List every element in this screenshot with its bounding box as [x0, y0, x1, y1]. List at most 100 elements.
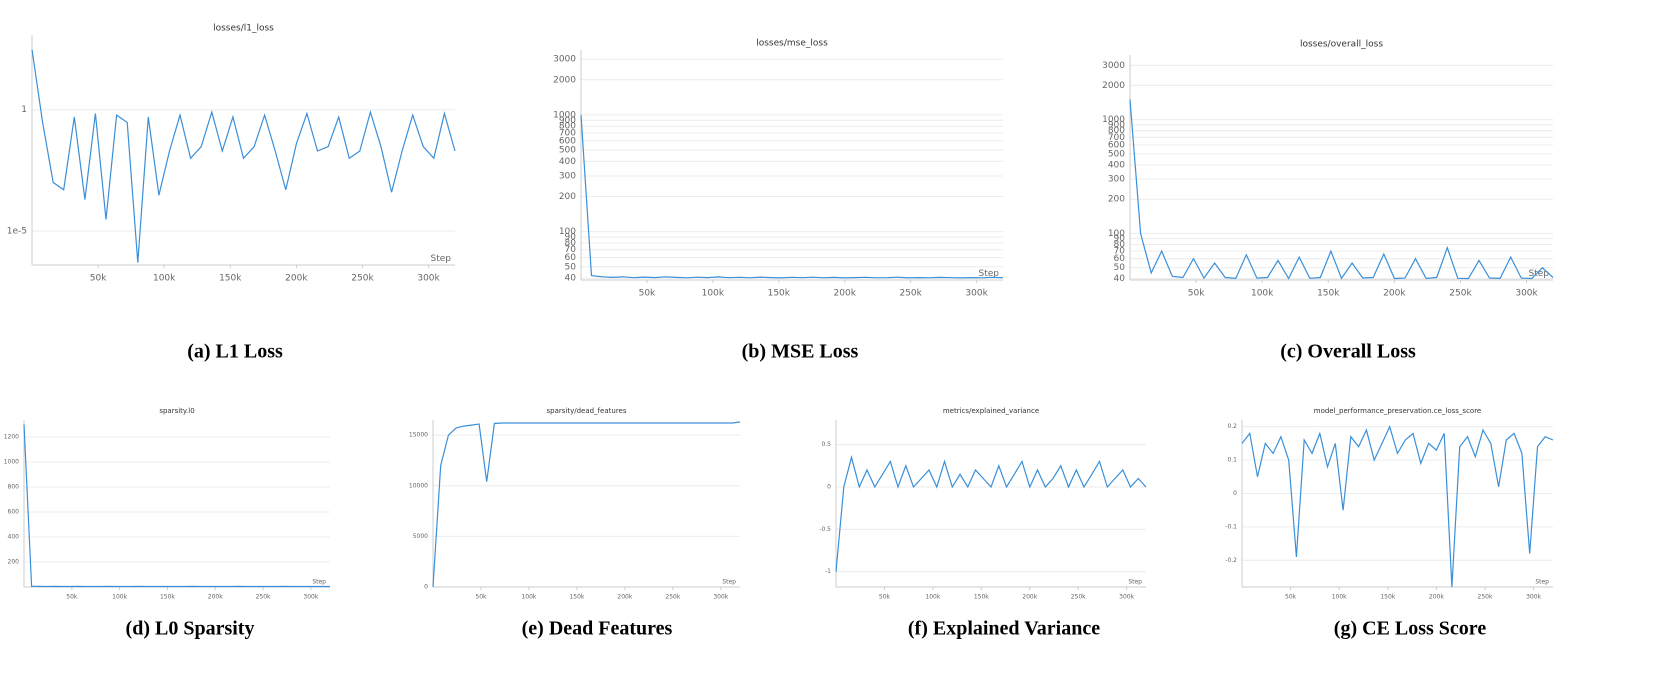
- x-tick-label: 50k: [1188, 289, 1205, 299]
- caption: (e) Dead Features: [522, 618, 673, 640]
- y-tick-label: 900: [559, 116, 576, 126]
- y-tick-label: 3000: [1102, 61, 1125, 71]
- y-tick-label: 3000: [553, 55, 576, 65]
- y-tick-label: 700: [1108, 133, 1125, 143]
- y-tick-label: 70: [565, 245, 577, 255]
- y-tick-label: 500: [559, 146, 576, 156]
- chart-title: losses/overall_loss: [1300, 40, 1383, 50]
- y-tick-label: 0: [424, 584, 428, 591]
- x-tick-label: 300k: [1515, 289, 1538, 299]
- x-tick-label: 250k: [899, 289, 922, 299]
- x-tick-label: 200k: [834, 289, 857, 299]
- y-tick-label: 0: [827, 483, 831, 490]
- caption: (f) Explained Variance: [908, 618, 1100, 640]
- y-tick-label: 1e-5: [7, 227, 27, 237]
- x-tick-label: 200k: [617, 594, 632, 601]
- y-tick-label: 60: [565, 253, 577, 263]
- y-tick-label: 2000: [553, 75, 576, 85]
- x-tick-label: 100k: [1251, 289, 1274, 299]
- y-tick-label: 80: [1114, 240, 1126, 250]
- x-tick-label: 50k: [475, 594, 487, 601]
- y-tick-label: 800: [559, 122, 576, 132]
- line-series: [23, 424, 330, 588]
- y-tick-label: 10000: [409, 482, 428, 489]
- x-tick-label: 250k: [256, 594, 271, 601]
- y-tick-label: 1000: [1102, 115, 1125, 125]
- y-tick-label: -1: [825, 568, 831, 575]
- y-tick-label: 400: [8, 534, 20, 541]
- x-axis-label: Step: [1128, 579, 1142, 586]
- y-tick-label: 0: [1233, 490, 1237, 497]
- x-axis-label: Step: [722, 579, 736, 586]
- y-tick-label: 0.1: [1227, 457, 1237, 464]
- x-tick-label: 150k: [219, 274, 242, 284]
- y-tick-label: 800: [1108, 126, 1125, 136]
- x-axis-label: Step: [1529, 269, 1550, 279]
- x-tick-label: 50k: [639, 289, 656, 299]
- line-series: [1241, 424, 1554, 588]
- y-tick-label: 0.5: [821, 441, 831, 448]
- y-tick-label: 300: [1108, 175, 1125, 185]
- x-tick-label: 250k: [665, 594, 680, 601]
- y-tick-label: 2000: [1102, 81, 1125, 91]
- x-tick-label: 300k: [713, 594, 728, 601]
- x-tick-label: 300k: [1526, 594, 1541, 601]
- x-tick-label: 300k: [303, 594, 318, 601]
- y-tick-label: 50: [1114, 263, 1126, 273]
- y-tick-label: 40: [565, 274, 577, 284]
- x-tick-label: 100k: [925, 594, 940, 601]
- caption: (b) MSE Loss: [742, 341, 859, 363]
- x-tick-label: 200k: [1383, 289, 1406, 299]
- x-axis-label: Step: [979, 269, 1000, 279]
- y-tick-label: 1000: [4, 459, 19, 466]
- x-tick-label: 100k: [521, 594, 536, 601]
- x-tick-label: 100k: [702, 289, 725, 299]
- chart-title: sparsity/dead_features: [547, 407, 627, 415]
- line-series: [432, 421, 741, 588]
- y-tick-label: -0.2: [1225, 557, 1237, 564]
- x-tick-label: 250k: [1449, 289, 1472, 299]
- line-series: [31, 49, 456, 263]
- x-tick-label: 300k: [965, 289, 988, 299]
- y-tick-label: 1000: [553, 110, 576, 120]
- caption: (g) CE Loss Score: [1334, 618, 1487, 640]
- x-tick-label: 200k: [208, 594, 223, 601]
- y-tick-label: 60: [1114, 254, 1126, 264]
- line-series: [835, 454, 1147, 572]
- x-tick-label: 50k: [1285, 594, 1297, 601]
- x-tick-label: 150k: [1317, 289, 1340, 299]
- x-tick-label: 50k: [879, 594, 891, 601]
- y-tick-label: 200: [8, 559, 20, 566]
- chart-title: sparsity.l0: [159, 407, 194, 415]
- line-series: [1129, 99, 1554, 280]
- y-tick-label: 1200: [4, 434, 19, 441]
- caption: (a) L1 Loss: [187, 341, 283, 363]
- y-tick-label: 40: [1114, 274, 1126, 284]
- caption: (c) Overall Loss: [1280, 341, 1416, 363]
- x-tick-label: 100k: [1332, 594, 1347, 601]
- x-tick-label: 250k: [351, 274, 374, 284]
- x-tick-label: 200k: [285, 274, 308, 284]
- y-tick-label: 900: [1108, 120, 1125, 130]
- chart-title: losses/l1_loss: [213, 24, 274, 34]
- x-tick-label: 200k: [1022, 594, 1037, 601]
- y-tick-label: 600: [559, 136, 576, 146]
- x-tick-label: 250k: [1478, 594, 1493, 601]
- y-tick-label: 100: [559, 227, 576, 237]
- x-tick-label: 150k: [569, 594, 584, 601]
- y-tick-label: 700: [559, 128, 576, 138]
- y-tick-label: 5000: [413, 533, 428, 540]
- chart-title: metrics/explained_variance: [943, 407, 1039, 415]
- x-axis-label: Step: [312, 579, 326, 586]
- x-tick-label: 300k: [1119, 594, 1134, 601]
- x-axis-label: Step: [431, 254, 452, 264]
- y-tick-label: 100: [1108, 229, 1125, 239]
- x-tick-label: 250k: [1071, 594, 1086, 601]
- y-tick-label: 70: [1114, 247, 1126, 257]
- x-tick-label: 150k: [1380, 594, 1395, 601]
- x-tick-label: 100k: [112, 594, 127, 601]
- y-tick-label: 15000: [409, 432, 428, 439]
- caption: (d) L0 Sparsity: [126, 618, 255, 640]
- y-tick-label: 400: [559, 157, 576, 167]
